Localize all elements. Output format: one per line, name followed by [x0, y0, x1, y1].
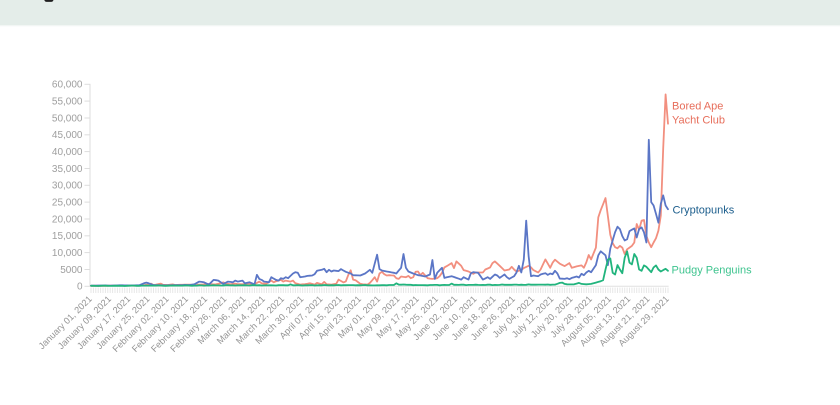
svg-text:0: 0 [77, 282, 83, 293]
svg-text:5000: 5000 [60, 265, 83, 276]
svg-text:10,000: 10,000 [52, 248, 83, 259]
svg-text:30,000: 30,000 [52, 181, 83, 192]
svg-text:35,000: 35,000 [52, 164, 83, 175]
svg-text:Pudgy Penguins: Pudgy Penguins [672, 265, 753, 277]
svg-text:20,000: 20,000 [52, 214, 83, 225]
svg-text:55,000: 55,000 [52, 97, 83, 108]
svg-text:60,000: 60,000 [52, 80, 83, 91]
svg-text:Bored Ape: Bored Ape [672, 101, 723, 113]
svg-text:40,000: 40,000 [52, 147, 83, 158]
svg-text:Cryptopunks: Cryptopunks [673, 205, 735, 217]
svg-text:45,000: 45,000 [52, 130, 83, 141]
svg-text:15,000: 15,000 [52, 231, 83, 242]
svg-text:Yacht Club: Yacht Club [672, 115, 725, 127]
svg-text:25,000: 25,000 [52, 198, 83, 209]
svg-text:50,000: 50,000 [52, 113, 83, 124]
